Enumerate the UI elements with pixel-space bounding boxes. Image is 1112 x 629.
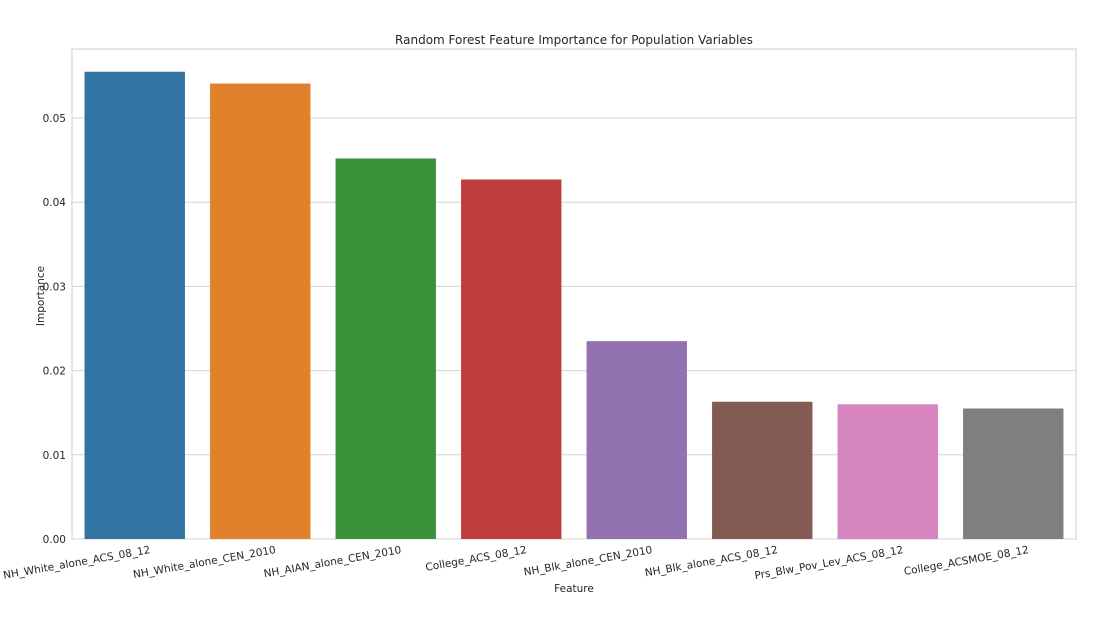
x-tick-label: NH_Blk_alone_CEN_2010 (523, 544, 653, 578)
x-tick-label: College_ACSMOE_08_12 (903, 544, 1030, 578)
bar (84, 71, 185, 539)
x-axis-title: Feature (554, 583, 594, 595)
bar (963, 408, 1064, 539)
y-tick-label: 0.04 (43, 197, 67, 209)
y-tick-label: 0.05 (43, 113, 66, 125)
bar (461, 179, 562, 539)
y-tick-label: 0.00 (43, 534, 66, 546)
bar (837, 404, 938, 539)
bars (84, 71, 1064, 540)
x-tick-labels: NH_White_alone_ACS_08_12NH_White_alone_C… (2, 544, 1029, 582)
chart-title: Random Forest Feature Importance for Pop… (395, 33, 753, 47)
bar (712, 401, 813, 539)
y-axis-title: Importance (35, 266, 47, 326)
bar (335, 158, 436, 539)
y-tick-labels: 0.00 0.01 0.02 0.03 0.04 0.05 (43, 113, 67, 546)
y-tick-label: 0.02 (43, 366, 66, 378)
y-tick-label: 0.01 (43, 450, 66, 462)
x-tick-label: NH_White_alone_CEN_2010 (132, 544, 277, 581)
bar (586, 341, 687, 539)
x-tick-label: NH_AIAN_alone_CEN_2010 (263, 544, 402, 580)
bar (210, 83, 311, 540)
x-tick-label: College_ACS_08_12 (425, 544, 528, 574)
x-tick-label: NH_White_alone_ACS_08_12 (2, 544, 151, 582)
y-tick-label: 0.03 (43, 281, 66, 293)
